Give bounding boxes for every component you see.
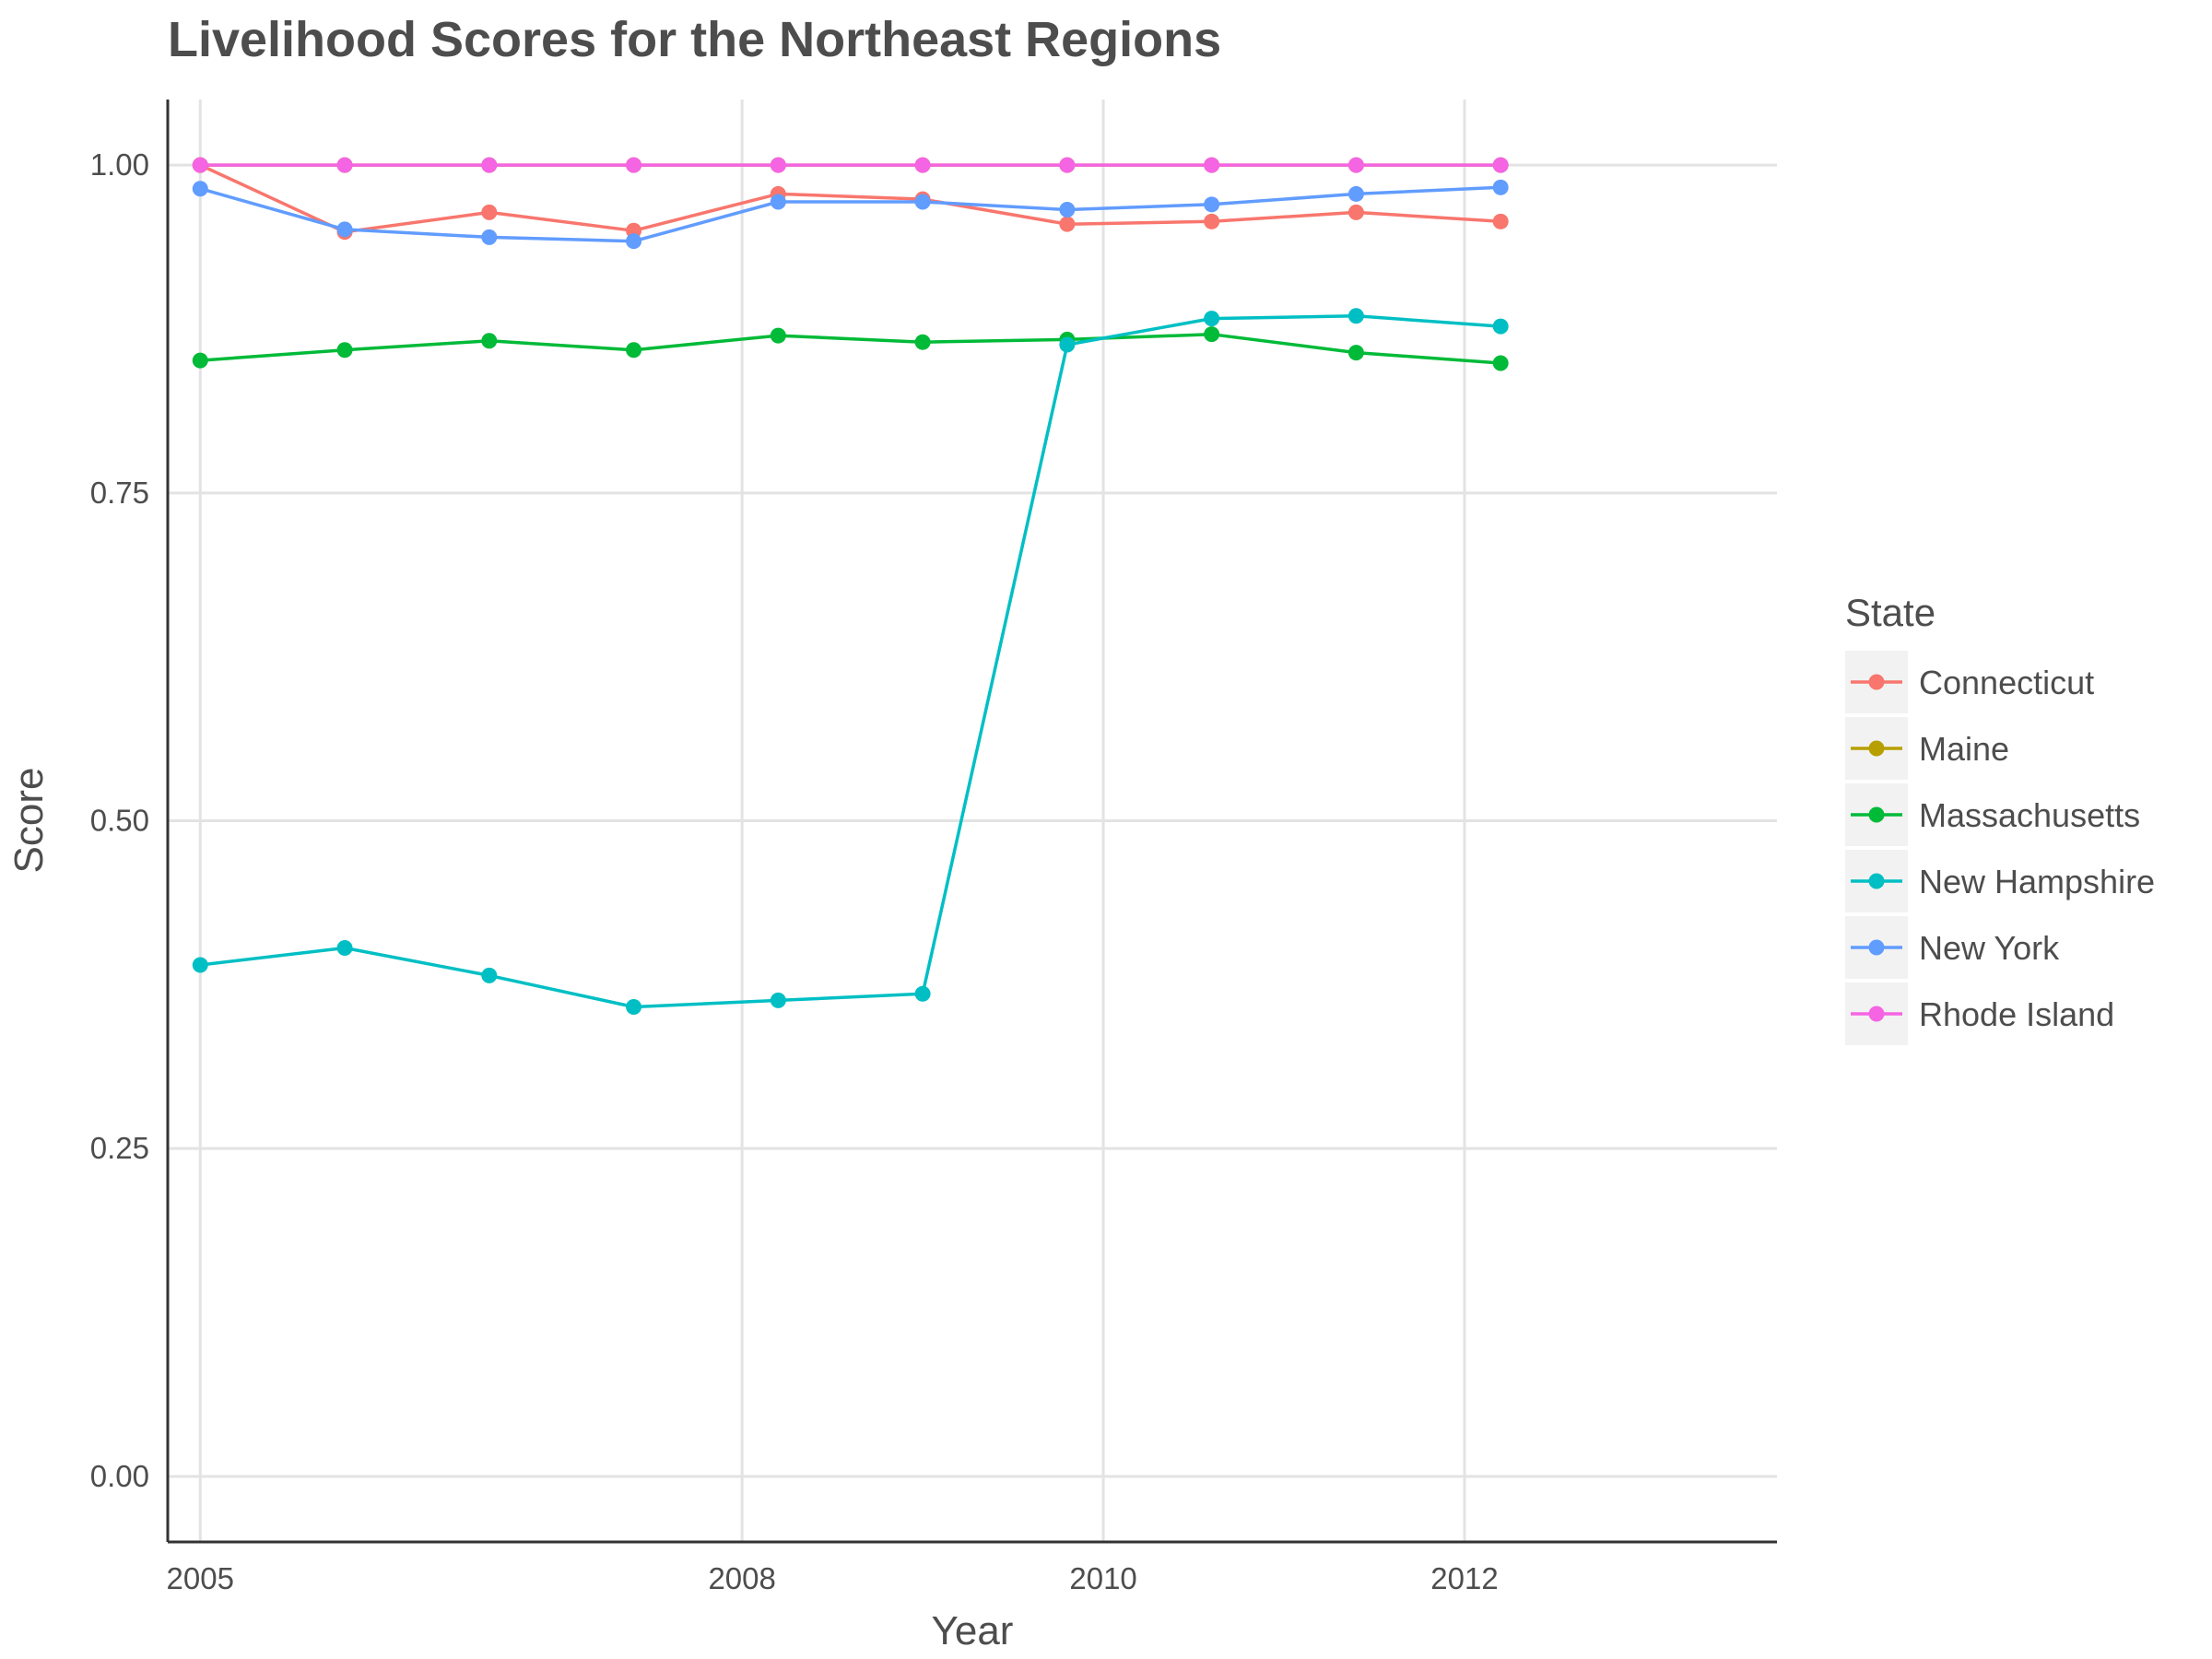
data-point bbox=[626, 342, 642, 359]
data-point bbox=[336, 940, 353, 957]
data-point bbox=[1492, 318, 1509, 335]
series-line-new-hampshire bbox=[200, 314, 1501, 1009]
legend-key-marker bbox=[1868, 740, 1885, 757]
data-point bbox=[1204, 196, 1220, 213]
data-point bbox=[336, 342, 353, 359]
data-point bbox=[914, 157, 931, 173]
data-point bbox=[481, 333, 498, 349]
legend-item-maine: Maine bbox=[1845, 717, 2009, 780]
y-tick-label: 1.00 bbox=[90, 147, 149, 182]
data-point bbox=[1059, 216, 1076, 232]
y-axis-ticks: 0.00 0.25 0.50 0.75 1.00 bbox=[90, 147, 149, 1493]
y-tick-label: 0.00 bbox=[90, 1459, 149, 1493]
data-point bbox=[1347, 308, 1364, 324]
series-line-massachusetts bbox=[200, 332, 1501, 365]
legend-key-marker bbox=[1868, 873, 1885, 889]
data-point bbox=[626, 157, 642, 173]
legend-key-marker bbox=[1868, 674, 1885, 690]
data-point bbox=[336, 221, 353, 238]
data-point bbox=[192, 352, 208, 369]
grid-lines bbox=[168, 100, 1777, 1542]
legend-item-new-hampshire: New Hampshire bbox=[1845, 850, 2155, 912]
data-point bbox=[1204, 311, 1220, 327]
data-point bbox=[192, 157, 208, 173]
series-massachusetts bbox=[192, 326, 1509, 371]
y-axis-title: Score bbox=[6, 768, 52, 874]
legend-label: Connecticut bbox=[1919, 664, 2094, 701]
data-point bbox=[1347, 345, 1364, 361]
legend-key-marker bbox=[1868, 1006, 1885, 1022]
data-point bbox=[481, 967, 498, 983]
legend-key-marker bbox=[1868, 806, 1885, 823]
series-new-york bbox=[192, 179, 1509, 250]
legend-item-rhode-island: Rhode Island bbox=[1845, 982, 2114, 1045]
data-point bbox=[914, 194, 931, 210]
data-point bbox=[1347, 157, 1364, 173]
data-point bbox=[1347, 204, 1364, 220]
legend: State Connecticut Maine Massachusetts New H… bbox=[1845, 591, 2155, 1045]
data-point bbox=[336, 157, 353, 173]
x-axis-ticks: 2005 2008 2010 2012 bbox=[167, 1561, 1499, 1595]
data-point bbox=[1204, 326, 1220, 343]
legend-label: New Hampshire bbox=[1919, 863, 2155, 900]
data-point bbox=[626, 233, 642, 250]
data-point bbox=[1059, 336, 1076, 353]
data-point bbox=[192, 181, 208, 197]
data-point bbox=[914, 334, 931, 350]
legend-label: Massachusetts bbox=[1919, 796, 2140, 834]
x-tick-label: 2008 bbox=[708, 1561, 775, 1595]
x-tick-label: 2010 bbox=[1069, 1561, 1136, 1595]
data-point bbox=[626, 999, 642, 1016]
legend-label: Rhode Island bbox=[1919, 995, 2114, 1033]
data-point bbox=[770, 194, 786, 210]
series-line-new-york bbox=[199, 185, 1501, 243]
data-point bbox=[914, 985, 931, 1002]
legend-key-marker bbox=[1868, 939, 1885, 956]
legend-item-new-york: New York bbox=[1845, 916, 2060, 979]
data-point bbox=[481, 229, 498, 245]
data-point bbox=[770, 992, 786, 1008]
data-point bbox=[1492, 157, 1509, 173]
data-point bbox=[1492, 213, 1509, 229]
data-point bbox=[1347, 185, 1364, 202]
chart-title: Livelihood Scores for the Northeast Regi… bbox=[168, 12, 1222, 67]
data-point bbox=[1059, 202, 1076, 218]
x-tick-label: 2012 bbox=[1430, 1561, 1498, 1595]
data-point bbox=[770, 327, 786, 344]
legend-item-connecticut: Connecticut bbox=[1845, 651, 2094, 713]
data-point bbox=[192, 957, 208, 973]
x-tick-label: 2005 bbox=[167, 1561, 234, 1595]
data-point bbox=[1059, 157, 1076, 173]
data-point bbox=[1204, 157, 1220, 173]
series-layer bbox=[192, 157, 1509, 1016]
y-tick-label: 0.50 bbox=[90, 804, 149, 838]
data-point bbox=[1492, 355, 1509, 371]
x-axis-title: Year bbox=[932, 1608, 1014, 1653]
legend-title: State bbox=[1845, 591, 1936, 634]
y-tick-label: 0.25 bbox=[90, 1131, 149, 1165]
data-point bbox=[1492, 179, 1509, 195]
data-point bbox=[481, 204, 498, 220]
legend-item-massachusetts: Massachusetts bbox=[1845, 783, 2140, 846]
data-point bbox=[1204, 213, 1220, 229]
data-point bbox=[770, 157, 786, 173]
series-rhode-island bbox=[192, 157, 1509, 173]
legend-label: New York bbox=[1919, 929, 2060, 967]
data-point bbox=[481, 157, 498, 173]
series-new-hampshire bbox=[192, 308, 1509, 1016]
y-tick-label: 0.75 bbox=[90, 476, 149, 510]
legend-label: Maine bbox=[1919, 730, 2009, 768]
series-line-connecticut bbox=[199, 163, 1501, 234]
